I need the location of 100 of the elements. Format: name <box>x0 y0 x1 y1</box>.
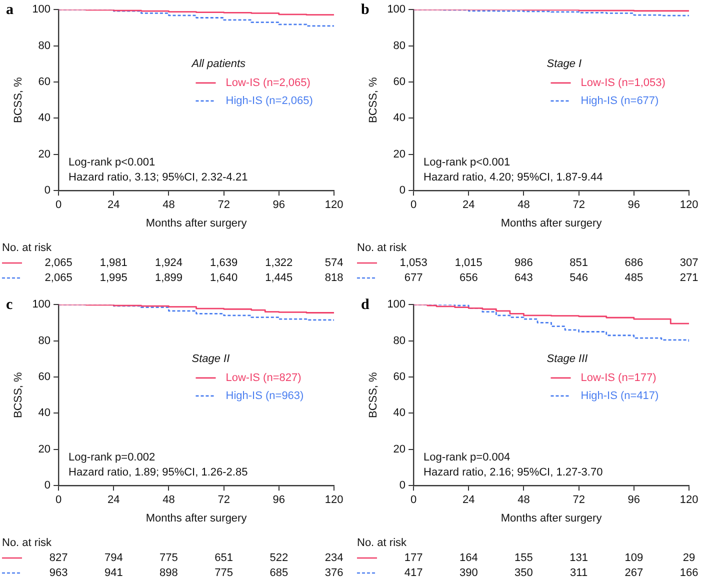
text: 376 <box>324 567 344 580</box>
x-axis-title: Months after surgery <box>500 512 602 524</box>
legend-title: All patients <box>190 58 246 70</box>
text: 818 <box>324 272 344 284</box>
x-tick-label: 96 <box>272 494 286 506</box>
text: 685 <box>270 567 288 580</box>
x-tick-label: 48 <box>518 199 530 212</box>
x-tick-label: 24 <box>108 199 120 212</box>
x-tick-label: 72 <box>572 199 585 212</box>
text: 656 <box>459 272 478 284</box>
y-tick-label: 80 <box>38 334 51 347</box>
y-tick-label: 0 <box>44 480 51 492</box>
x-tick-label: 72 <box>218 199 230 212</box>
y-tick-label: 80 <box>393 40 406 52</box>
y-tick-label: 40 <box>38 407 51 420</box>
x-axis-title: Months after surgery <box>146 217 248 230</box>
y-tick-label: 0 <box>44 184 51 197</box>
text: 485 <box>624 272 644 284</box>
x-axis-title: Months after surgery <box>500 217 602 230</box>
text: 1,322 <box>265 257 293 270</box>
y-tick-label: 60 <box>38 76 51 88</box>
text: 986 <box>514 257 533 270</box>
text: 775 <box>214 567 233 580</box>
x-tick-label: 120 <box>680 494 698 506</box>
text: 827 <box>49 552 68 564</box>
text: 164 <box>459 552 478 564</box>
text: 898 <box>160 567 178 580</box>
text: 155 <box>514 552 533 564</box>
annotation: Hazard ratio, 1.89; 95%CI, 1.26-2.85 <box>68 466 248 479</box>
y-tick-label: 20 <box>393 443 406 456</box>
text: 794 <box>104 552 123 564</box>
legend-label: High-IS (n=417) <box>580 390 659 402</box>
text: 546 <box>570 272 588 284</box>
text: No. at risk <box>2 242 52 254</box>
y-axis-title: BCSS, % <box>12 372 25 418</box>
y-tick-label: 40 <box>393 407 406 420</box>
legend-label: Low-IS (n=177) <box>580 372 656 384</box>
text: 851 <box>570 257 588 270</box>
y-axis-title: BCSS, % <box>368 372 380 418</box>
text: 307 <box>680 257 698 270</box>
legend-label: High-IS (n=677) <box>580 94 659 107</box>
y-tick-label: 40 <box>393 112 406 124</box>
text: 1,640 <box>210 272 238 284</box>
text: 1,899 <box>154 272 182 284</box>
x-tick-label: 72 <box>218 494 230 506</box>
text: 177 <box>404 552 423 564</box>
text: 775 <box>160 552 178 564</box>
text: No. at risk <box>357 537 408 550</box>
y-tick-label: 100 <box>387 298 406 311</box>
text: 1,015 <box>454 257 482 270</box>
text: 131 <box>570 552 588 564</box>
x-tick-label: 120 <box>324 199 344 212</box>
text: 29 <box>682 552 696 564</box>
text: 677 <box>404 272 423 284</box>
x-tick-label: 0 <box>410 494 417 506</box>
x-tick-label: 96 <box>628 494 640 506</box>
text: 390 <box>459 567 478 580</box>
legend-title: Stage I <box>546 58 582 70</box>
annotation: Hazard ratio, 3.13; 95%CI, 2.32-4.21 <box>68 172 248 184</box>
text: 963 <box>49 567 68 580</box>
y-tick-label: 0 <box>399 184 406 197</box>
annotation: Hazard ratio, 4.20; 95%CI, 1.87-9.44 <box>424 172 603 184</box>
text: No. at risk <box>2 537 52 550</box>
y-tick-label: 60 <box>393 76 406 88</box>
legend-label: High-IS (n=963) <box>226 390 304 402</box>
y-tick-label: 0 <box>399 480 406 492</box>
text: 2,065 <box>44 272 72 284</box>
y-tick-label: 80 <box>393 334 406 347</box>
x-tick-label: 0 <box>55 494 62 506</box>
text: 234 <box>324 552 344 564</box>
legend-label: Low-IS (n=827) <box>226 372 302 384</box>
annotation: Log-rank p=0.004 <box>424 452 510 464</box>
annotation: Log-rank p=0.002 <box>68 452 156 464</box>
text: 1,639 <box>210 257 238 270</box>
text: 2,065 <box>44 257 72 270</box>
text: 651 <box>214 552 233 564</box>
x-tick-label: 24 <box>462 494 475 506</box>
x-tick-label: 0 <box>410 199 417 212</box>
chart-title: c <box>6 296 13 313</box>
chart-title: b <box>361 2 370 18</box>
x-tick-label: 120 <box>680 199 698 212</box>
y-tick-label: 80 <box>38 40 51 52</box>
chart-title: d <box>361 296 370 313</box>
legend-label: Low-IS (n=2,065) <box>226 76 310 89</box>
y-tick-label: 20 <box>38 148 51 160</box>
y-tick-label: 100 <box>387 4 406 16</box>
annotation: Log-rank p<0.001 <box>68 156 156 169</box>
legend-label: Low-IS (n=1,053) <box>580 76 666 89</box>
text: 166 <box>680 567 698 580</box>
text: 109 <box>624 552 644 564</box>
x-tick-label: 72 <box>572 494 585 506</box>
text: 686 <box>624 257 644 270</box>
x-tick-label: 96 <box>272 199 286 212</box>
text: 267 <box>624 567 644 580</box>
x-tick-label: 48 <box>518 494 530 506</box>
x-tick-label: 24 <box>462 199 475 212</box>
text: 417 <box>404 567 423 580</box>
text: 1,981 <box>100 257 128 270</box>
annotation: Hazard ratio, 2.16; 95%CI, 1.27-3.70 <box>424 466 603 479</box>
x-tick-label: 96 <box>628 199 640 212</box>
